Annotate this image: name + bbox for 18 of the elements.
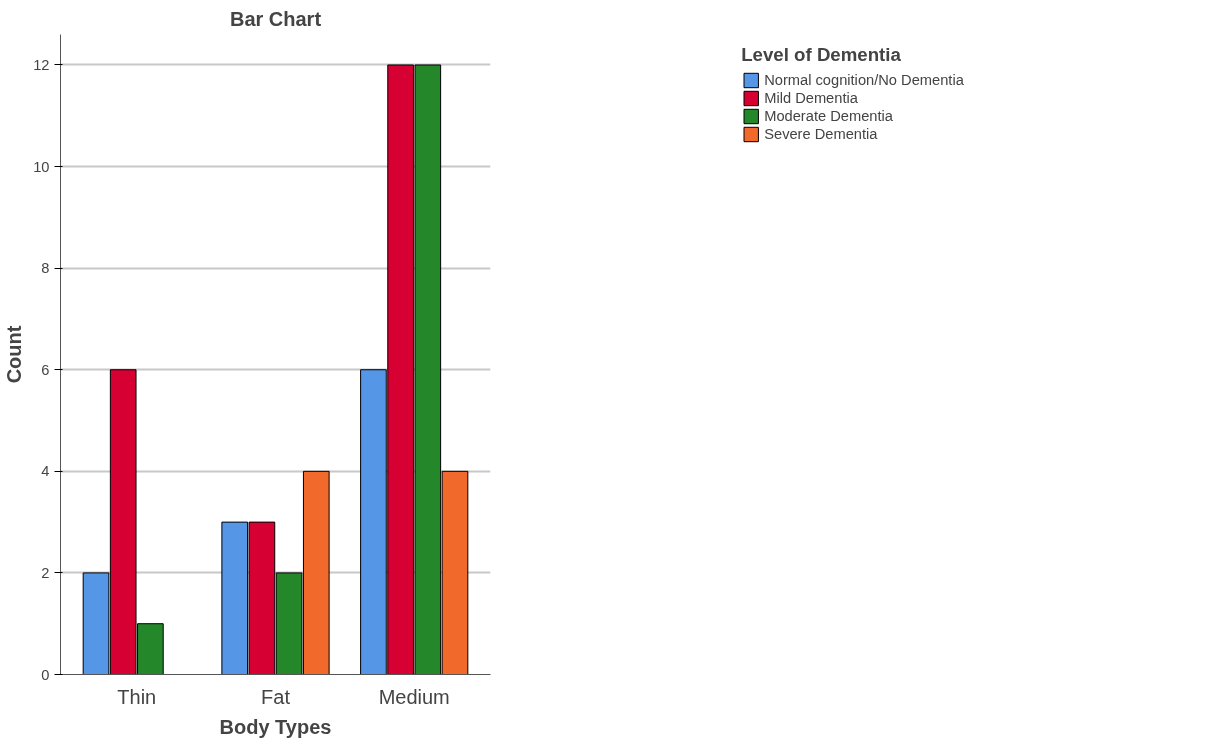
x-axis-title: Body Types [219, 715, 332, 738]
y-tick-label: 0 [41, 666, 50, 683]
x-tick-label: Thin [117, 685, 157, 708]
legend-label: Mild Dementia [764, 90, 858, 106]
y-tick-label: 8 [41, 260, 50, 277]
legend-title: Level of Dementia [741, 44, 902, 66]
y-tick-label: 10 [33, 158, 50, 175]
legend-label: Moderate Dementia [764, 108, 893, 124]
y-tick-label: 6 [41, 361, 50, 378]
x-tick-label: Medium [378, 685, 450, 708]
y-tick-label: 12 [33, 56, 50, 73]
y-tick-label: 2 [41, 564, 50, 581]
chart-title: Bar Chart [229, 7, 322, 30]
legend-label: Severe Dementia [764, 126, 878, 142]
x-tick-label: Fat [261, 685, 291, 708]
y-tick-label: 4 [41, 463, 50, 480]
legend-label: Normal cognition/No Dementia [764, 72, 964, 88]
y-axis-title: Count [3, 325, 26, 384]
